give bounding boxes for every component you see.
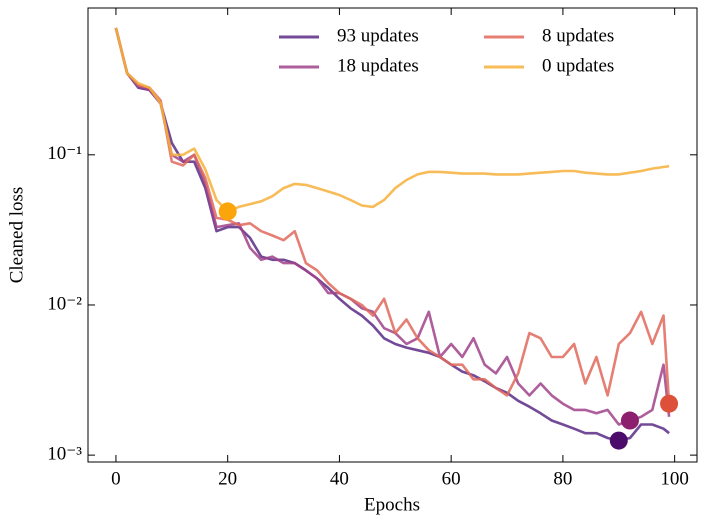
y-axis-label: Cleaned loss <box>6 187 27 284</box>
y-tick-label: 10⁻¹ <box>47 143 82 164</box>
best-marker <box>218 202 237 221</box>
legend-label: 18 updates <box>337 55 419 76</box>
series-line <box>114 27 670 213</box>
series-line <box>114 27 671 404</box>
legend-label: 93 updates <box>337 25 419 46</box>
legend-label: 0 updates <box>542 55 614 76</box>
x-tick-label: 100 <box>660 468 689 489</box>
legend-label: 8 updates <box>542 25 614 46</box>
y-tick-label: 10⁻³ <box>47 443 82 464</box>
plot-frame <box>87 7 698 463</box>
best-marker <box>609 431 628 450</box>
best-marker <box>660 394 679 413</box>
x-tick-label: 60 <box>442 468 461 489</box>
x-tick-label: 0 <box>111 468 121 489</box>
x-tick-label: 40 <box>330 468 349 489</box>
x-tick-label: 80 <box>553 468 572 489</box>
x-tick-label: 20 <box>218 468 237 489</box>
series-line <box>114 27 671 426</box>
y-tick-label: 10⁻² <box>47 293 82 314</box>
best-marker <box>620 411 639 430</box>
x-axis-label: Epochs <box>364 494 420 515</box>
